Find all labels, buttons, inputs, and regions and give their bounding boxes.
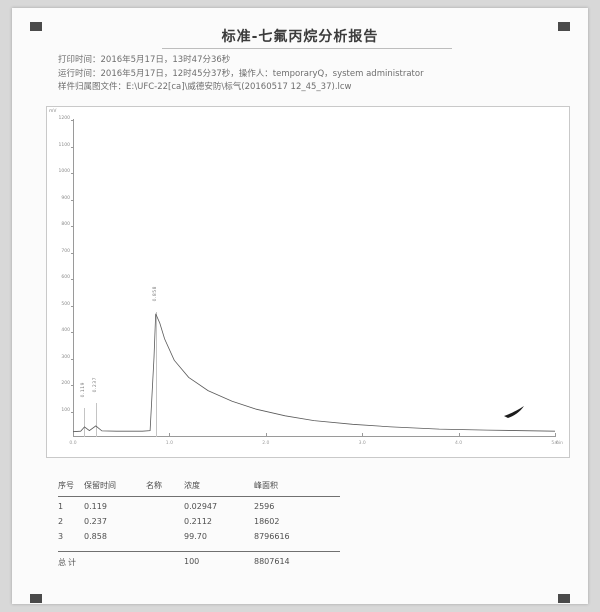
cell-area: 2596	[254, 502, 275, 511]
total-area: 8807614	[254, 557, 290, 566]
y-tick-label: 600	[48, 275, 74, 280]
cell-conc: 0.02947	[184, 502, 218, 511]
cell-area: 8796616	[254, 532, 290, 541]
total-conc: 100	[184, 557, 200, 566]
meta-run-time: 运行时间：2016年5月17日，12时45分37秒，操作人：temporaryQ…	[58, 68, 424, 79]
col-header-name: 名称	[146, 481, 162, 490]
x-tick-mark	[73, 433, 74, 437]
y-tick-label: 700	[48, 249, 74, 254]
x-tick-mark	[555, 433, 556, 437]
report-page: 标准-七氟丙烷分析报告 打印时间：2016年5月17日，13时47分36秒 运行…	[12, 8, 588, 604]
chromatogram-trace	[73, 313, 555, 433]
x-tick-mark	[362, 433, 364, 437]
col-header-rt: 保留时间	[84, 481, 116, 490]
y-tick-label: 200	[48, 381, 74, 386]
col-header-no: 序号	[58, 481, 74, 490]
pointer-arrow-icon	[502, 405, 526, 426]
y-tick-label: 100	[48, 408, 74, 413]
cell-area: 18602	[254, 517, 280, 526]
meta-file-path: 样件归属图文件：E:\UFC-22[ca]\威德安防\标气(20160517 1…	[58, 82, 352, 92]
cell-rt: 0.237	[84, 517, 107, 526]
x-tick-mark	[169, 433, 171, 437]
y-tick-label: 1000	[48, 169, 74, 174]
y-axis-unit: mV	[49, 109, 57, 114]
x-tick-label: 1.0	[165, 441, 173, 446]
table-row: 3 0.858 99.70 8796616	[58, 532, 358, 547]
y-tick-label: 400	[48, 328, 74, 333]
meta-print-time: 打印时间：2016年5月17日，13时47分36秒	[58, 55, 231, 65]
cell-no: 3	[58, 532, 64, 541]
registration-mark-bottom-left	[30, 594, 42, 603]
y-tick-label: 1200	[48, 116, 74, 121]
table-total-row: 总计 100 8807614	[58, 557, 358, 572]
results-table: 序号 保留时间 名称 浓度 峰面积 1 0.119 0.02947 2596 2 0.23…	[58, 480, 358, 572]
title-divider	[162, 48, 452, 49]
table-row: 1 0.119 0.02947 2596	[58, 502, 358, 517]
peak-marker-line	[84, 407, 86, 437]
table-header-divider	[58, 496, 340, 497]
chart-plot-area: mV min 1200 1100 1000 900 800 700 600 500 400 300…	[49, 109, 563, 446]
x-tick-label: 3.0	[358, 441, 366, 446]
peak-marker-line	[95, 402, 97, 437]
x-axis-unit: min	[554, 441, 564, 446]
col-header-conc: 浓度	[184, 481, 200, 490]
table-row: 2 0.237 0.2112 18602	[58, 517, 358, 532]
x-tick-mark	[265, 433, 267, 437]
cell-no: 2	[58, 517, 64, 526]
cell-conc: 99.70	[184, 532, 207, 541]
table-body: 1 0.119 0.02947 2596 2 0.237 0.2112 18602 3 0.858…	[58, 502, 358, 547]
total-label: 总计	[58, 558, 78, 567]
y-tick-label: 500	[48, 302, 74, 307]
y-tick-label: 1100	[48, 143, 74, 148]
x-tick-mark	[458, 433, 460, 437]
registration-mark-top-left	[30, 22, 42, 31]
registration-mark-bottom-right	[558, 594, 570, 603]
cell-conc: 0.2112	[184, 517, 212, 526]
registration-mark-top-right	[558, 22, 570, 31]
peak-marker-line	[155, 312, 157, 437]
x-axis	[73, 436, 555, 437]
table-header-row: 序号 保留时间 名称 浓度 峰面积	[58, 480, 358, 495]
page-title: 标准-七氟丙烷分析报告	[221, 29, 379, 45]
y-tick-label: 800	[48, 222, 74, 227]
cell-rt: 0.858	[84, 532, 107, 541]
y-tick-label: 300	[48, 355, 74, 360]
x-tick-label: 5.0	[551, 441, 559, 446]
chromatogram-chart: mV min 1200 1100 1000 900 800 700 600 500 400 300…	[46, 106, 570, 458]
x-tick-label: 4.0	[455, 441, 463, 446]
y-axis	[73, 119, 74, 437]
cell-rt: 0.119	[84, 502, 107, 511]
y-tick-label: 900	[48, 196, 74, 201]
cell-no: 1	[58, 502, 64, 511]
x-tick-label: 0.0	[69, 441, 77, 446]
x-tick-label: 2.0	[262, 441, 270, 446]
table-total-divider	[58, 551, 340, 552]
report-metadata: 打印时间：2016年5月17日，13时47分36秒 运行时间：2016年5月17…	[58, 54, 558, 95]
col-header-area: 峰面积	[254, 481, 278, 490]
